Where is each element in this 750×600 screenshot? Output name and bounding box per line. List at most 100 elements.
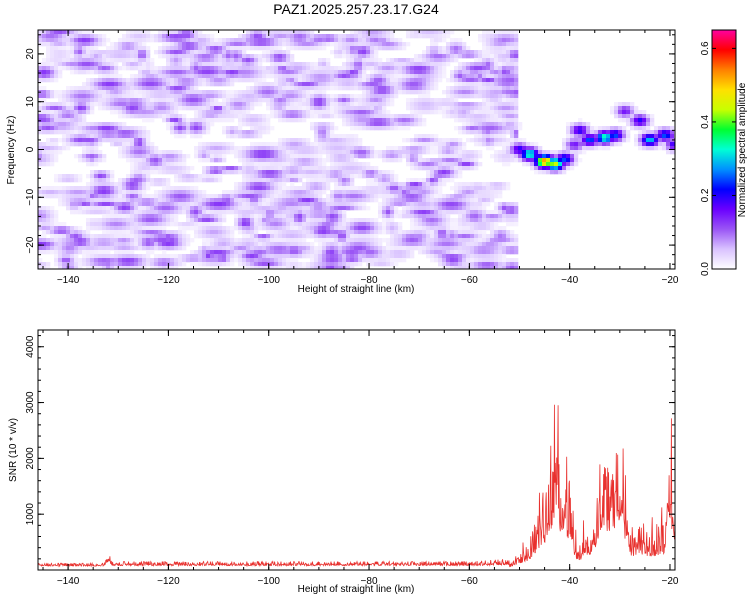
heatmap-cell [142,170,147,175]
heatmap-cell [490,194,495,199]
heatmap-cell [70,210,75,215]
heatmap-cell [414,78,419,83]
heatmap-cell [486,42,491,47]
heatmap-cell [186,206,191,211]
heatmap-cell [502,102,507,107]
heatmap-cell [390,218,395,223]
heatmap-cell [230,118,235,123]
heatmap-cell [126,142,131,147]
heatmap-cell [270,110,275,115]
heatmap-cell [42,94,47,99]
heatmap-cell [454,166,459,171]
heatmap-cell [78,126,83,131]
heatmap-cell [506,218,511,223]
heatmap-cell [150,118,155,123]
heatmap-cell [426,34,431,39]
heatmap-cell [246,214,251,219]
heatmap-cell [498,110,503,115]
heatmap-cell [474,150,479,155]
heatmap-cell [502,54,507,59]
heatmap-cell [526,162,531,167]
heatmap-cell [438,146,443,151]
heatmap-cell [218,218,223,223]
heatmap-cell [254,94,259,99]
heatmap-cell [482,30,487,35]
heatmap-cell [482,194,487,199]
heatmap-cell [466,86,471,91]
heatmap-cell [130,178,135,183]
heatmap-cell [286,90,291,95]
heatmap-cell [226,82,231,87]
heatmap-cell [306,86,311,91]
heatmap-cell [242,158,247,163]
heatmap-cell [246,122,251,127]
heatmap-cell [74,186,79,191]
heatmap-cell [430,218,435,223]
heatmap-cell [254,210,259,215]
heatmap-cell [262,54,267,59]
heatmap-cell [170,94,175,99]
heatmap-cell [446,58,451,63]
heatmap-cell [142,206,147,211]
heatmap-cell [66,50,71,55]
heatmap-cell [498,86,503,91]
heatmap-cell [134,130,139,135]
heatmap-cell [166,102,171,107]
heatmap-cell [238,158,243,163]
heatmap-cell [54,158,59,163]
heatmap-cell [306,218,311,223]
heatmap-cell [266,206,271,211]
heatmap-cell [234,202,239,207]
heatmap-cell [486,54,491,59]
heatmap-cell [622,138,627,143]
heatmap-cell [282,70,287,75]
heatmap-cell [458,66,463,71]
heatmap-cell [174,210,179,215]
heatmap-cell [114,102,119,107]
heatmap-cell [294,110,299,115]
heatmap-cell [442,34,447,39]
heatmap-cell [150,146,155,151]
heatmap-cell [142,78,147,83]
heatmap-cell [334,110,339,115]
heatmap-cell [314,34,319,39]
heatmap-cell [250,30,255,35]
heatmap-cell [278,170,283,175]
heatmap-cell [334,102,339,107]
heatmap-cell [446,86,451,91]
heatmap-cell [510,138,515,143]
heatmap-cell [102,90,107,95]
heatmap-cell [110,130,115,135]
heatmap-cell [94,94,99,99]
heatmap-cell [310,162,315,167]
heatmap-cell [274,206,279,211]
heatmap-cell [414,150,419,155]
heatmap-cell [398,122,403,127]
heatmap-cell [470,190,475,195]
heatmap-cell [450,210,455,215]
heatmap-cell [246,46,251,51]
heatmap-cell [58,66,63,71]
heatmap-cell [514,142,519,147]
heatmap-cell [166,118,171,123]
heatmap-cell [78,98,83,103]
heatmap-cell [422,90,427,95]
heatmap-cell [286,202,291,207]
heatmap-cell [294,70,299,75]
heatmap-cell [358,106,363,111]
heatmap-cell [406,214,411,219]
heatmap-cell [186,126,191,131]
heatmap-cell [458,198,463,203]
heatmap-cell [494,158,499,163]
heatmap-cell [318,202,323,207]
heatmap-cell [270,46,275,51]
heatmap-cell [274,62,279,67]
heatmap-cell [414,134,419,139]
heatmap-cell [378,118,383,123]
heatmap-cell [138,182,143,187]
heatmap-cell [138,170,143,175]
heatmap-cell [406,114,411,119]
heatmap-cell [282,182,287,187]
heatmap-cell [406,178,411,183]
heatmap-cell [150,66,155,71]
